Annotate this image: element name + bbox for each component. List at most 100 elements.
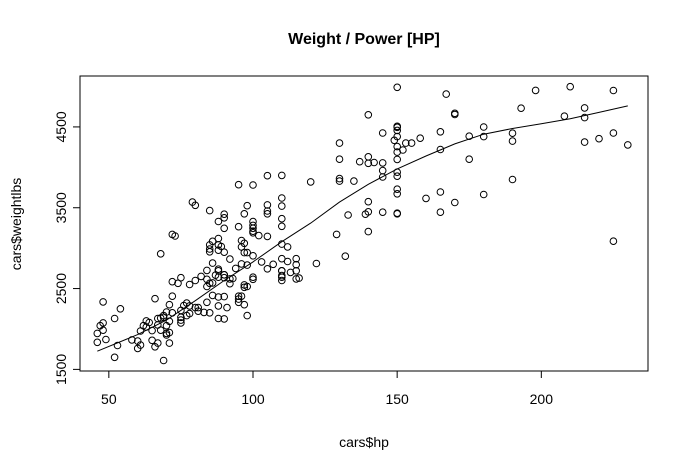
data-point bbox=[197, 272, 205, 281]
data-point bbox=[278, 171, 286, 180]
data-point bbox=[214, 217, 223, 226]
data-point bbox=[370, 158, 378, 167]
data-point bbox=[249, 275, 257, 284]
data-point bbox=[226, 255, 234, 263]
data-point bbox=[436, 128, 445, 136]
data-point bbox=[278, 194, 286, 202]
data-point bbox=[378, 208, 387, 216]
data-point bbox=[177, 316, 185, 324]
data-point bbox=[243, 248, 251, 257]
data-point bbox=[436, 145, 445, 154]
data-point bbox=[609, 86, 618, 95]
data-point bbox=[335, 139, 344, 147]
data-point bbox=[393, 142, 402, 151]
data-point bbox=[422, 194, 430, 203]
data-point bbox=[451, 198, 459, 207]
data-point bbox=[136, 341, 145, 349]
y-tick-label: 3500 bbox=[53, 192, 69, 223]
data-point bbox=[531, 86, 540, 95]
data-point bbox=[194, 307, 202, 316]
data-point bbox=[110, 353, 119, 362]
data-point bbox=[165, 339, 174, 347]
data-point bbox=[220, 292, 228, 301]
data-point bbox=[566, 82, 575, 91]
data-point bbox=[335, 174, 344, 183]
data-point bbox=[517, 104, 525, 112]
data-point bbox=[580, 104, 589, 112]
data-point bbox=[185, 280, 194, 289]
data-point bbox=[442, 90, 451, 98]
data-point bbox=[214, 265, 223, 274]
data-point bbox=[220, 271, 228, 279]
data-point bbox=[234, 292, 243, 301]
data-point bbox=[451, 109, 459, 118]
y-axis: 1500 2500 3500 4500 bbox=[53, 111, 81, 385]
data-point bbox=[479, 123, 488, 131]
data-point bbox=[231, 264, 240, 273]
data-point bbox=[393, 172, 402, 180]
data-point bbox=[249, 227, 257, 235]
smooth-line bbox=[97, 105, 628, 352]
data-point bbox=[402, 139, 410, 147]
data-point bbox=[292, 254, 301, 263]
data-point bbox=[393, 185, 402, 193]
data-point bbox=[263, 232, 272, 241]
data-point bbox=[263, 201, 272, 209]
data-point bbox=[624, 141, 632, 149]
data-point bbox=[93, 338, 102, 347]
data-point bbox=[165, 328, 174, 337]
data-point bbox=[393, 190, 402, 198]
data-point bbox=[159, 356, 168, 365]
data-point bbox=[292, 267, 301, 275]
data-point bbox=[200, 308, 208, 317]
data-point bbox=[278, 214, 286, 223]
data-point bbox=[154, 314, 162, 323]
data-point bbox=[364, 227, 373, 236]
data-point bbox=[220, 224, 228, 233]
data-point bbox=[145, 318, 153, 327]
data-point bbox=[609, 237, 618, 245]
data-point bbox=[257, 258, 266, 266]
x-axis: 50 100 150 200 bbox=[101, 370, 553, 407]
data-point bbox=[205, 206, 214, 215]
chart-title: Weight / Power [HP] bbox=[288, 31, 440, 48]
data-point bbox=[162, 308, 171, 316]
data-point bbox=[177, 319, 185, 327]
data-point bbox=[208, 279, 217, 287]
data-point bbox=[335, 155, 344, 163]
data-point bbox=[393, 122, 402, 131]
data-point bbox=[220, 248, 228, 256]
data-point bbox=[580, 113, 589, 122]
data-points bbox=[93, 82, 632, 365]
data-point bbox=[364, 197, 373, 206]
data-point bbox=[508, 137, 517, 145]
data-point bbox=[341, 252, 350, 261]
data-point bbox=[99, 319, 107, 327]
data-point bbox=[364, 159, 373, 168]
data-point bbox=[286, 268, 295, 277]
data-point bbox=[168, 277, 177, 286]
x-tick-label: 100 bbox=[241, 391, 265, 407]
data-point bbox=[312, 259, 321, 268]
data-point bbox=[240, 300, 249, 309]
data-point bbox=[203, 266, 211, 275]
data-point bbox=[292, 275, 301, 283]
data-point bbox=[185, 302, 194, 310]
data-point bbox=[151, 294, 159, 303]
data-point bbox=[393, 209, 402, 217]
data-point bbox=[116, 305, 125, 313]
data-point bbox=[165, 300, 174, 309]
data-point bbox=[335, 177, 344, 185]
data-point bbox=[465, 155, 474, 163]
data-point bbox=[393, 155, 402, 164]
y-tick-label: 4500 bbox=[53, 111, 69, 142]
data-point bbox=[185, 309, 194, 318]
data-point bbox=[609, 129, 618, 137]
data-point bbox=[214, 293, 223, 301]
data-point bbox=[113, 341, 122, 350]
data-point bbox=[214, 314, 223, 323]
x-tick-label: 50 bbox=[101, 391, 117, 407]
data-point bbox=[436, 188, 445, 196]
data-point bbox=[249, 252, 257, 260]
data-point bbox=[243, 201, 251, 210]
